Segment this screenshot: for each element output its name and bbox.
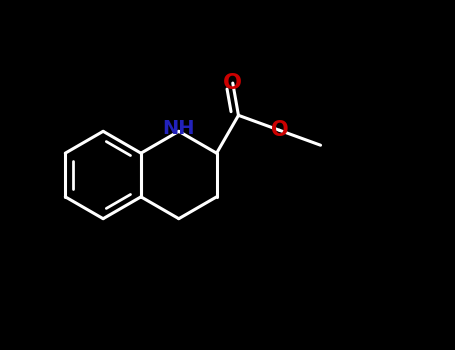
- Text: NH: NH: [162, 119, 195, 138]
- Text: O: O: [223, 73, 242, 93]
- Text: O: O: [271, 120, 288, 140]
